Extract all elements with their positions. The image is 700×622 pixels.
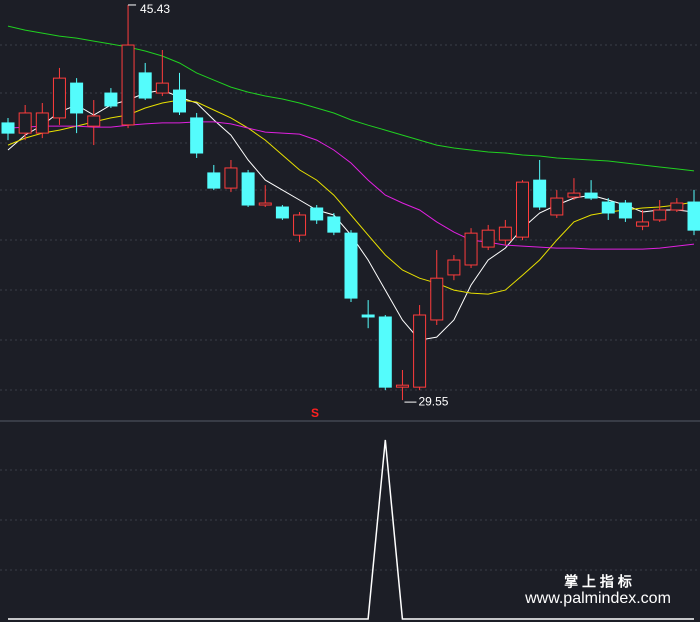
candle-body xyxy=(670,202,684,211)
candle-body xyxy=(1,122,15,134)
moving-average xyxy=(7,121,695,250)
candle-body xyxy=(190,117,204,154)
candle-body xyxy=(70,82,84,114)
annotation: 29.55 xyxy=(418,394,448,408)
candle-body xyxy=(516,181,529,238)
indicator-line xyxy=(8,439,694,620)
candle-body xyxy=(224,167,238,189)
candle-body xyxy=(310,207,324,221)
candle-body xyxy=(35,112,49,134)
candle-body xyxy=(275,206,289,219)
watermark-url: www.palmindex.com xyxy=(524,590,671,607)
candle-body xyxy=(18,112,32,134)
candle-body xyxy=(241,172,255,206)
candle-body xyxy=(87,115,101,127)
candle-body xyxy=(258,202,272,206)
candle-body xyxy=(567,192,581,198)
candle-body xyxy=(550,197,564,216)
candle-body xyxy=(601,201,615,214)
candle-body xyxy=(413,314,427,388)
signal: S xyxy=(311,406,319,420)
candle-body xyxy=(430,277,444,321)
candle-body xyxy=(293,214,307,236)
candle-body xyxy=(207,172,221,189)
candle-body xyxy=(498,226,512,241)
candle-body xyxy=(618,202,632,219)
candle-body xyxy=(361,314,375,318)
candle-body xyxy=(464,232,478,266)
candle-body xyxy=(653,209,667,221)
grid xyxy=(0,44,700,571)
watermark-title: 掌 上 指 标 xyxy=(564,574,632,590)
candle-body xyxy=(378,316,392,388)
candle-body xyxy=(447,259,461,276)
candle-body xyxy=(327,216,341,233)
candle-body xyxy=(173,89,186,113)
candle-body xyxy=(52,77,66,119)
candle-body xyxy=(104,92,118,107)
candle-body xyxy=(636,221,650,227)
candle-body xyxy=(533,179,547,208)
candle-body xyxy=(395,384,409,388)
candle-body xyxy=(584,192,598,199)
candle-body xyxy=(138,72,152,99)
candle-body xyxy=(687,201,700,231)
candle-body xyxy=(481,229,495,248)
candle-body xyxy=(344,232,358,299)
candle-body xyxy=(121,44,135,126)
candle-body xyxy=(155,82,169,94)
annotation: 45.43 xyxy=(140,2,170,16)
